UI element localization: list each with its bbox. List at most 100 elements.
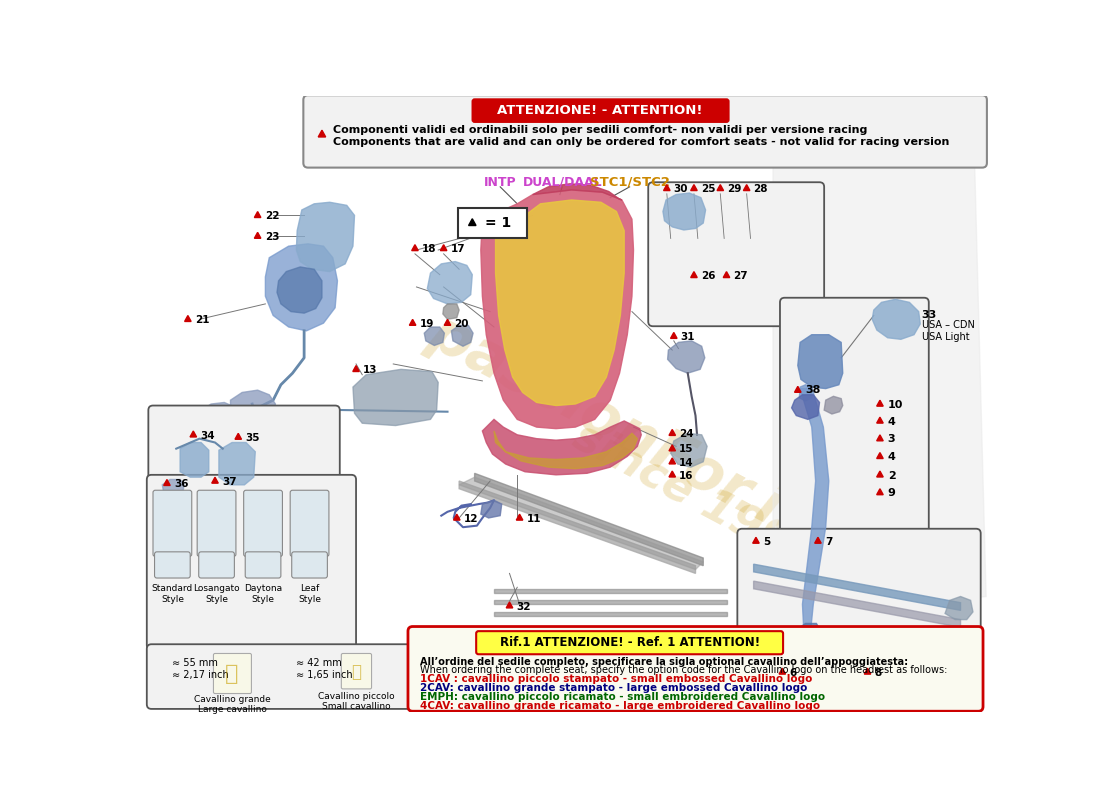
Polygon shape (277, 267, 322, 313)
Polygon shape (800, 387, 828, 635)
Polygon shape (945, 597, 974, 619)
Text: 24: 24 (679, 429, 694, 439)
Polygon shape (723, 272, 729, 278)
Polygon shape (353, 370, 438, 426)
Polygon shape (254, 232, 261, 238)
Polygon shape (453, 514, 460, 520)
Polygon shape (198, 402, 242, 435)
Text: Cavallino piccolo
Small cavallino: Cavallino piccolo Small cavallino (318, 692, 395, 711)
Polygon shape (671, 434, 707, 467)
Polygon shape (211, 478, 218, 483)
FancyBboxPatch shape (213, 654, 252, 694)
Text: 2: 2 (888, 470, 895, 481)
FancyBboxPatch shape (197, 490, 235, 557)
Text: 3: 3 (888, 434, 895, 445)
Text: Daytona
Style: Daytona Style (244, 584, 282, 603)
Text: 33: 33 (922, 310, 937, 321)
Text: 5: 5 (763, 537, 770, 547)
Text: 30: 30 (674, 184, 689, 194)
Text: When ordering the complete seat, specify the option code for the Cavallino logo : When ordering the complete seat, specify… (420, 666, 948, 675)
Text: = 1: = 1 (485, 216, 510, 230)
Polygon shape (494, 612, 726, 616)
Text: 21: 21 (196, 315, 210, 325)
Text: passionFor.it: passionFor.it (420, 304, 816, 550)
Text: 20: 20 (454, 319, 469, 329)
Polygon shape (296, 202, 354, 271)
Polygon shape (752, 538, 759, 543)
FancyBboxPatch shape (459, 208, 527, 238)
Polygon shape (754, 564, 960, 610)
Text: 25: 25 (701, 184, 715, 194)
Polygon shape (411, 245, 418, 250)
Text: 4: 4 (888, 417, 895, 426)
Text: 4: 4 (888, 452, 895, 462)
Polygon shape (798, 334, 843, 389)
Polygon shape (691, 272, 697, 278)
Text: 8: 8 (874, 668, 882, 678)
Polygon shape (494, 600, 726, 604)
Polygon shape (506, 602, 513, 608)
Text: 7: 7 (825, 537, 833, 547)
Polygon shape (877, 453, 883, 458)
Polygon shape (792, 394, 820, 419)
Polygon shape (754, 581, 960, 627)
Text: EMPH: cavallino piccolo ricamato - small embroidered Cavallino logo: EMPH: cavallino piccolo ricamato - small… (420, 692, 825, 702)
Polygon shape (180, 442, 209, 477)
Text: 23: 23 (265, 232, 279, 242)
Text: 34: 34 (200, 430, 214, 441)
Text: ATTENZIONE! - ATTENTION!: ATTENZIONE! - ATTENTION! (497, 104, 703, 117)
Text: 27: 27 (734, 271, 748, 281)
Text: 12: 12 (464, 514, 478, 524)
Text: 32: 32 (517, 602, 531, 611)
Text: ≈ 42 mm
≈ 1,65 inch: ≈ 42 mm ≈ 1,65 inch (296, 658, 353, 680)
Text: 36: 36 (174, 479, 188, 489)
Polygon shape (443, 304, 459, 319)
Text: 22: 22 (265, 211, 279, 221)
Polygon shape (794, 386, 801, 392)
Text: INTP: INTP (484, 176, 517, 189)
Polygon shape (235, 434, 242, 439)
Text: STC1/STC2: STC1/STC2 (590, 176, 670, 189)
Text: 1CAV : cavallino piccolo stampato - small embossed Cavallino logo: 1CAV : cavallino piccolo stampato - smal… (420, 674, 813, 684)
Polygon shape (427, 262, 472, 304)
Polygon shape (877, 417, 883, 423)
Text: DUAL/DAAL: DUAL/DAAL (522, 176, 602, 189)
FancyBboxPatch shape (476, 631, 783, 654)
FancyBboxPatch shape (408, 626, 983, 711)
Text: 11: 11 (527, 514, 541, 524)
Polygon shape (691, 185, 697, 190)
Polygon shape (773, 158, 986, 619)
Text: 18: 18 (422, 244, 437, 254)
Polygon shape (877, 489, 883, 494)
Text: 10: 10 (888, 400, 903, 410)
Text: Rif.1 ATTENZIONE! - Ref. 1 ATTENTION!: Rif.1 ATTENZIONE! - Ref. 1 ATTENTION! (499, 636, 760, 650)
Text: 17: 17 (451, 244, 465, 254)
Polygon shape (669, 458, 675, 464)
Polygon shape (459, 477, 703, 570)
Text: ≈ 55 mm
≈ 2,17 inch: ≈ 55 mm ≈ 2,17 inch (173, 658, 229, 680)
FancyBboxPatch shape (146, 475, 356, 650)
FancyBboxPatch shape (244, 490, 283, 557)
FancyBboxPatch shape (199, 552, 234, 578)
FancyBboxPatch shape (292, 552, 328, 578)
Polygon shape (669, 445, 675, 451)
Polygon shape (872, 299, 921, 339)
Polygon shape (469, 218, 476, 226)
Polygon shape (425, 327, 444, 346)
Text: 19: 19 (419, 319, 435, 329)
Text: 4CAV: cavallino grande ricamato - large embroidered Cavallino logo: 4CAV: cavallino grande ricamato - large … (420, 701, 821, 711)
Polygon shape (440, 245, 447, 250)
Polygon shape (265, 244, 338, 331)
Polygon shape (495, 200, 624, 406)
Polygon shape (451, 326, 473, 346)
Polygon shape (800, 385, 812, 401)
FancyBboxPatch shape (737, 529, 981, 686)
Text: 6: 6 (790, 668, 796, 678)
Text: Cavallino grande
Large cavallino: Cavallino grande Large cavallino (194, 695, 271, 714)
Text: Leaf
Style: Leaf Style (298, 584, 321, 603)
Text: 15: 15 (679, 445, 694, 454)
Text: 35: 35 (245, 433, 260, 443)
Polygon shape (532, 184, 621, 200)
Text: 31: 31 (681, 332, 695, 342)
Polygon shape (185, 315, 191, 322)
